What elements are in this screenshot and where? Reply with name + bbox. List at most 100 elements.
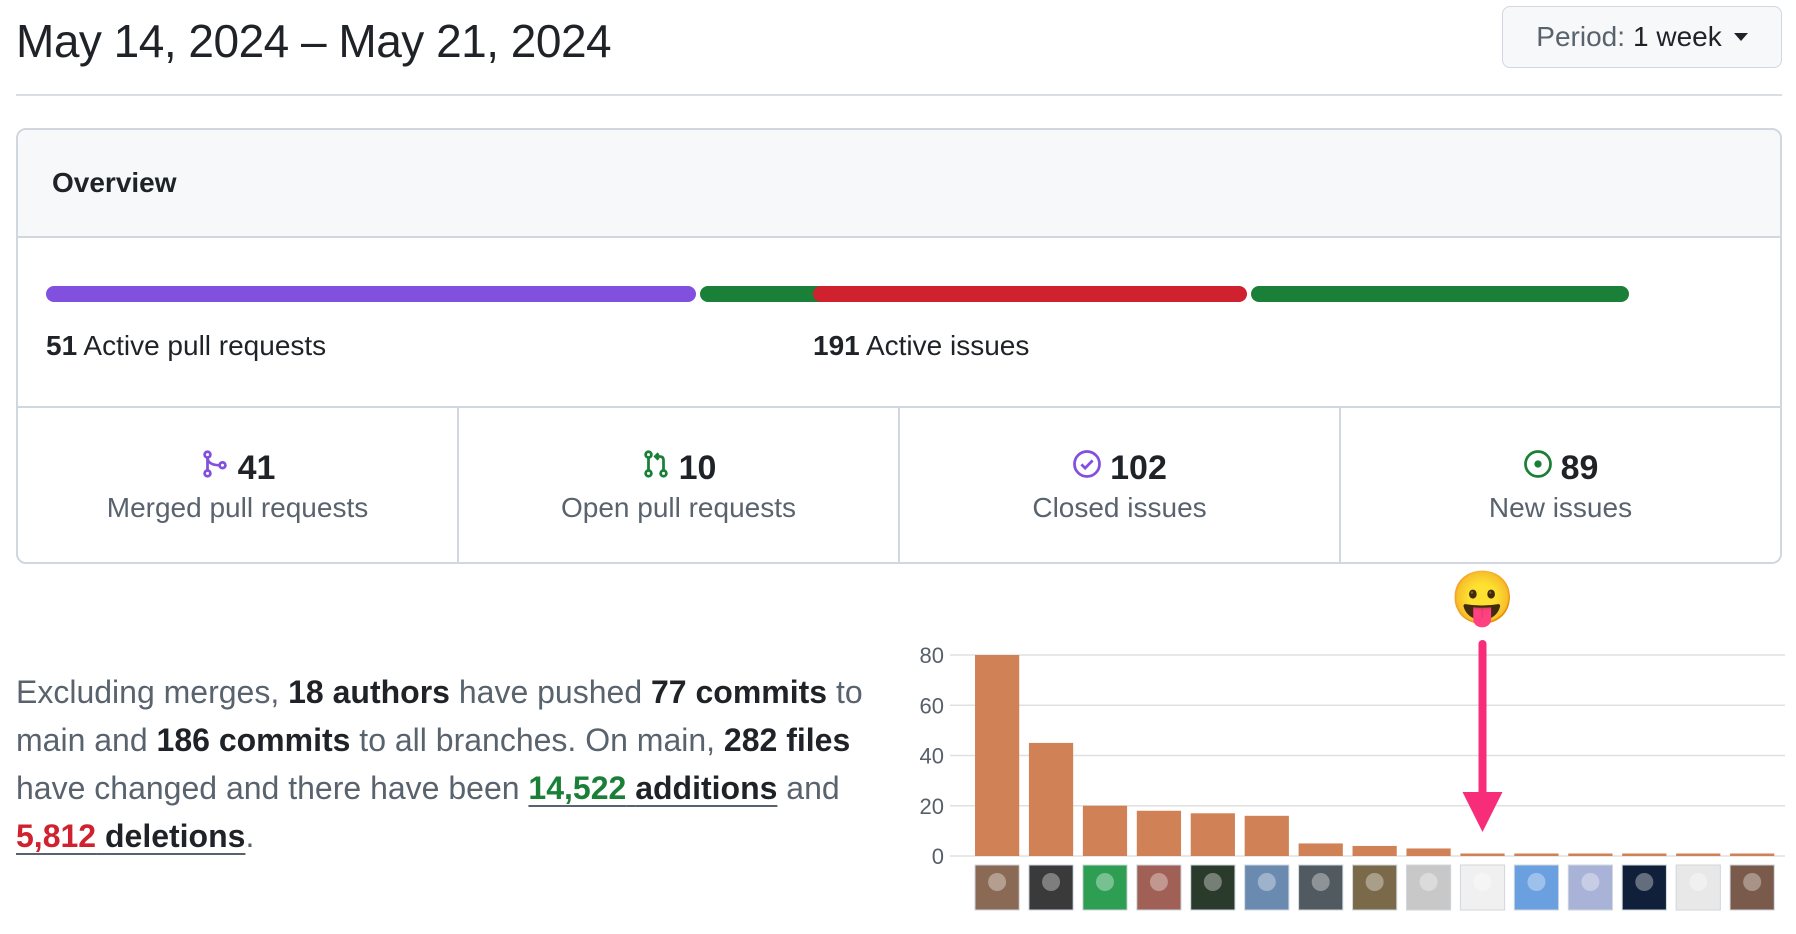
summary-text: and [777, 770, 840, 806]
new-issues-segment[interactable] [1251, 286, 1629, 302]
avatar-face-icon [1257, 873, 1276, 891]
summary-text: . [245, 818, 255, 854]
contributor-avatar[interactable] [1352, 864, 1398, 911]
contributor-bar [1568, 853, 1613, 856]
y-tick-label: 20 [920, 794, 944, 819]
contributor-avatar[interactable] [974, 864, 1020, 911]
avatar-face-icon [1635, 873, 1654, 891]
authors-count: 18 authors [288, 674, 450, 710]
merged-pr-icon [200, 449, 230, 488]
stat-merged-pull-requests[interactable]: 41 Merged pull requests [18, 408, 459, 562]
commits-all-count: 186 commits [156, 722, 351, 758]
new-issues-label: New issues [1488, 491, 1633, 523]
period-dropdown-button[interactable]: Period: 1 week [1502, 6, 1782, 68]
annotation-arrow-head [1462, 792, 1503, 832]
active-issues-count: 191 [813, 330, 860, 361]
contributor-avatar[interactable] [1513, 864, 1560, 911]
files-count: 282 files [723, 722, 851, 758]
contributor-bar [1352, 845, 1397, 856]
additions-word: additions [635, 770, 778, 806]
contributor-bar [1676, 853, 1721, 856]
overview-panel: Overview 51 Active pull requests 191 Act… [16, 128, 1782, 564]
contributor-avatar[interactable] [1567, 864, 1613, 911]
contributor-bar [1298, 843, 1343, 856]
merged-pr-segment[interactable] [46, 286, 696, 302]
contributor-avatar[interactable] [1082, 864, 1128, 911]
commits-main-count: 77 commits [651, 674, 828, 710]
overview-bars: 51 Active pull requests 191 Active issue… [18, 238, 1780, 408]
summary-text: Excluding merges, [16, 674, 289, 710]
contributor-bar [1244, 815, 1289, 856]
period-value: 1 week [1633, 21, 1722, 52]
closed-issues-value: 102 [1110, 448, 1167, 487]
contributor-avatar[interactable] [1244, 864, 1290, 911]
y-tick-label: 0 [932, 844, 944, 869]
new-issue-icon [1523, 449, 1553, 488]
avatar-face-icon [1042, 873, 1061, 891]
contributor-bar [1406, 848, 1451, 856]
avatar-face-icon [1365, 873, 1384, 891]
contributor-bar [1460, 853, 1505, 856]
open-pr-label: Open pull requests [560, 491, 797, 523]
pull-requests-bar[interactable] [46, 286, 862, 302]
y-tick-label: 60 [920, 693, 944, 718]
closed-issues-label: Closed issues [1032, 491, 1207, 523]
contributor-avatar[interactable] [1459, 864, 1506, 911]
contributor-bar [1082, 805, 1128, 856]
closed-issues-segment[interactable] [813, 286, 1247, 302]
stat-new-issues[interactable]: 89 New issues [1341, 408, 1780, 562]
summary-text: have pushed [449, 674, 651, 710]
summary-text: to all branches. On main, [350, 722, 724, 758]
deletions-word: deletions [104, 818, 246, 854]
avatar-face-icon [1203, 873, 1222, 891]
contributors-commit-chart: 0 20 40 60 80 😛 [920, 570, 1785, 911]
deletions-count: 5,812 [16, 818, 97, 854]
period-label: Period: [1536, 21, 1625, 52]
avatar-face-icon [1095, 873, 1114, 891]
avatar-face-icon [1689, 873, 1708, 891]
stat-open-pull-requests[interactable]: 10 Open pull requests [459, 408, 900, 562]
new-issues-value: 89 [1560, 448, 1599, 487]
avatar-face-icon [1581, 873, 1600, 891]
active-pr-label: Active pull requests [83, 330, 327, 361]
avatar-face-icon [1419, 873, 1438, 891]
contributor-avatar[interactable] [1190, 864, 1236, 911]
contributor-avatar[interactable] [1675, 864, 1721, 911]
summary-text: have changed and there have been [16, 770, 529, 806]
avatar-face-icon [1743, 873, 1762, 891]
additions-count: 14,522 [528, 770, 627, 806]
contributor-avatar[interactable] [1028, 864, 1074, 911]
contributor-bar [1136, 810, 1182, 856]
overview-heading: Overview [18, 130, 1780, 238]
avatar-face-icon [988, 873, 1007, 891]
commit-summary: Excluding merges, 18 authors have pushed… [16, 668, 876, 860]
contributor-bar [1622, 853, 1667, 856]
page-title: May 14, 2024 – May 21, 2024 [16, 15, 612, 67]
header-divider [16, 94, 1782, 96]
contributor-avatar[interactable] [1136, 864, 1182, 911]
avatar-face-icon [1527, 873, 1546, 891]
closed-issue-icon [1072, 449, 1102, 488]
contributor-avatar[interactable] [1298, 864, 1344, 911]
summary-text: to main and [16, 674, 863, 758]
active-pr-count: 51 [46, 330, 78, 361]
issues-bar[interactable] [813, 286, 1629, 302]
contributor-avatar[interactable] [1729, 864, 1775, 911]
overview-stats: 41 Merged pull requests 10 Open pull req… [18, 408, 1780, 562]
contributor-bar [1028, 742, 1074, 856]
merged-pr-label: Merged pull requests [106, 491, 369, 523]
stat-closed-issues[interactable]: 102 Closed issues [900, 408, 1341, 562]
deletions-link[interactable]: 5,812 deletions [16, 818, 245, 854]
caret-down-icon [1733, 33, 1748, 41]
additions-link[interactable]: 14,522 additions [528, 770, 777, 806]
contributor-bar [1730, 853, 1775, 856]
avatar-face-icon [1149, 873, 1168, 891]
contributor-avatar[interactable] [1621, 864, 1667, 911]
open-pr-icon [641, 449, 671, 488]
contributor-avatar[interactable] [1405, 864, 1452, 911]
merged-pr-value: 41 [237, 448, 276, 487]
contributor-bar [1514, 853, 1559, 856]
y-tick-label: 40 [920, 744, 944, 769]
emoji-icon: 😛 [1450, 570, 1515, 629]
active-pull-requests-caption: 51 Active pull requests [46, 330, 326, 362]
